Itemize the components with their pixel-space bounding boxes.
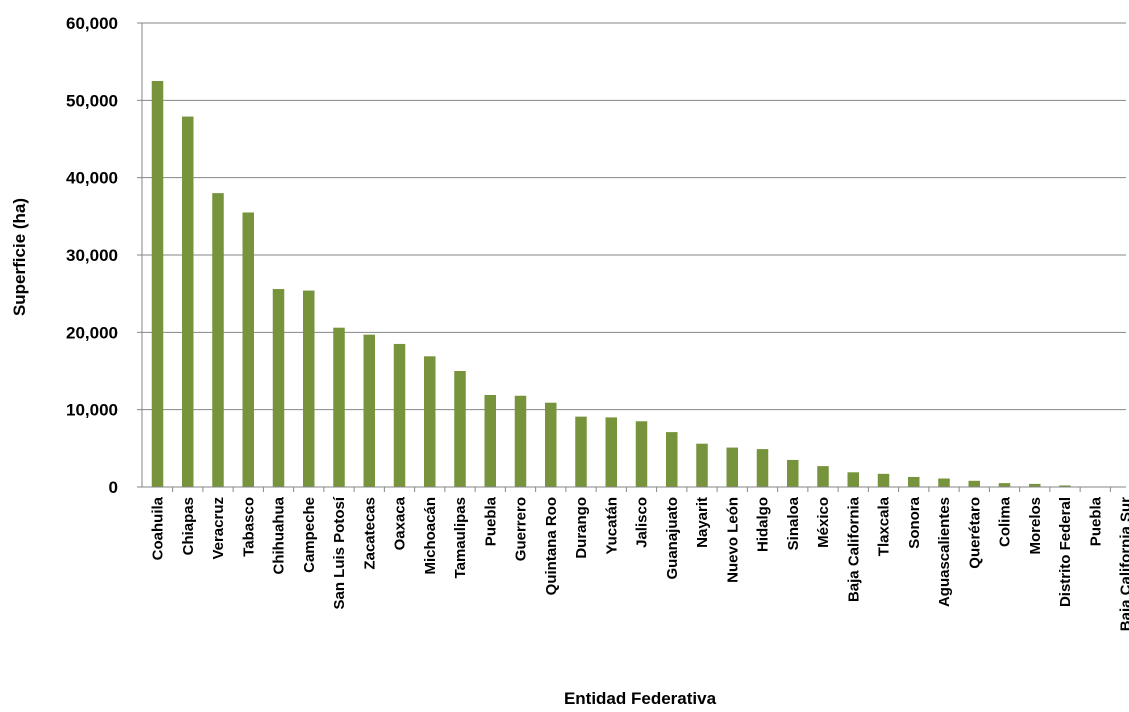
x-tick-label: Tlaxcala (876, 496, 893, 556)
x-tick-label: Aguascalientes (936, 497, 953, 607)
y-tick-labels: 0 10,000 20,000 30,000 40,000 50,000 60,000 (66, 14, 118, 497)
x-tick-label: Baja California Sur (1118, 497, 1129, 631)
bar (363, 334, 375, 487)
x-tick-label: Veracruz (210, 497, 227, 560)
x-tick-label: Guerrero (513, 497, 530, 561)
x-tick-label: Jalisco (634, 497, 651, 548)
x-tick-label: Morelos (1027, 497, 1044, 555)
y-tick-label: 50,000 (66, 91, 118, 110)
x-tick-labels: Coahuila Chiapas Veracruz Tabasco Chihuahua C… (150, 496, 1129, 631)
x-tick-label: Zacatecas (361, 497, 378, 570)
y-tick-label: 10,000 (66, 401, 118, 420)
x-tick-label: Nuevo León (724, 497, 741, 583)
bar (272, 289, 285, 487)
x-tick-label: Yucatán (603, 497, 620, 555)
gridlines (137, 22, 1126, 488)
bar (847, 472, 859, 487)
x-tick-label: San Luis Potosí (331, 496, 348, 609)
y-tick-label: 40,000 (66, 169, 118, 188)
bar (514, 395, 527, 487)
bar (666, 432, 678, 487)
x-tick-label: Coahuila (150, 496, 167, 560)
x-tick-label: Nayarit (694, 497, 711, 548)
bar (484, 394, 496, 487)
bars (151, 81, 1111, 492)
x-tick-label: Baja California (845, 496, 862, 602)
x-tick-label: Colima (997, 496, 1014, 547)
bar (424, 356, 436, 487)
bar (817, 466, 829, 487)
bar (545, 402, 557, 487)
bar (182, 116, 194, 487)
x-tick-label: Michoacán (422, 497, 439, 575)
y-tick-label: 60,000 (66, 14, 118, 33)
bar (575, 416, 587, 487)
x-tick-label: Tamaulipas (452, 497, 469, 578)
x-tick-label: Querétaro (966, 497, 983, 569)
bar (787, 459, 799, 487)
bar (696, 443, 708, 487)
bar (968, 480, 980, 487)
bar (908, 476, 920, 487)
x-tick-label: Chihuahua (271, 496, 288, 574)
bar (998, 483, 1011, 487)
bar (756, 449, 769, 487)
bar (1029, 483, 1041, 487)
y-tick-label: 20,000 (66, 323, 118, 342)
x-tick-label: Oaxaca (392, 496, 409, 550)
bar (303, 290, 315, 487)
x-tick-label: Guanajuato (664, 497, 681, 580)
x-tick-label: Sonora (906, 496, 923, 548)
x-tick-label: Sinaloa (785, 496, 802, 550)
x-axis-title: Entidad Federativa (564, 689, 717, 708)
x-tick-label: Chiapas (180, 497, 197, 555)
x-tick-label: México (815, 497, 832, 548)
x-tick-label: Distrito Federal (1057, 497, 1074, 607)
x-tick-label: Puebla (1087, 496, 1104, 546)
x-tick-label: Durango (573, 497, 590, 559)
bar (635, 421, 648, 487)
y-tick-label: 30,000 (66, 246, 118, 265)
bar (877, 473, 890, 487)
x-tick-label: Hidalgo (755, 497, 772, 552)
bar (605, 417, 617, 487)
bar (1059, 485, 1071, 487)
bar (726, 447, 738, 487)
bar (212, 193, 224, 487)
x-tick-label: Puebla (482, 496, 499, 546)
x-tick-label: Tabasco (240, 497, 257, 557)
bar (454, 371, 466, 487)
bar (393, 343, 406, 487)
x-tick-label: Quintana Roo (543, 497, 560, 595)
y-tick-label: 0 (109, 478, 118, 497)
y-axis-title: Superficie (ha) (10, 198, 29, 316)
bar (242, 212, 254, 487)
bar (151, 81, 164, 487)
bar (333, 327, 345, 487)
bar (938, 478, 950, 487)
x-tick-label: Campeche (301, 497, 318, 573)
